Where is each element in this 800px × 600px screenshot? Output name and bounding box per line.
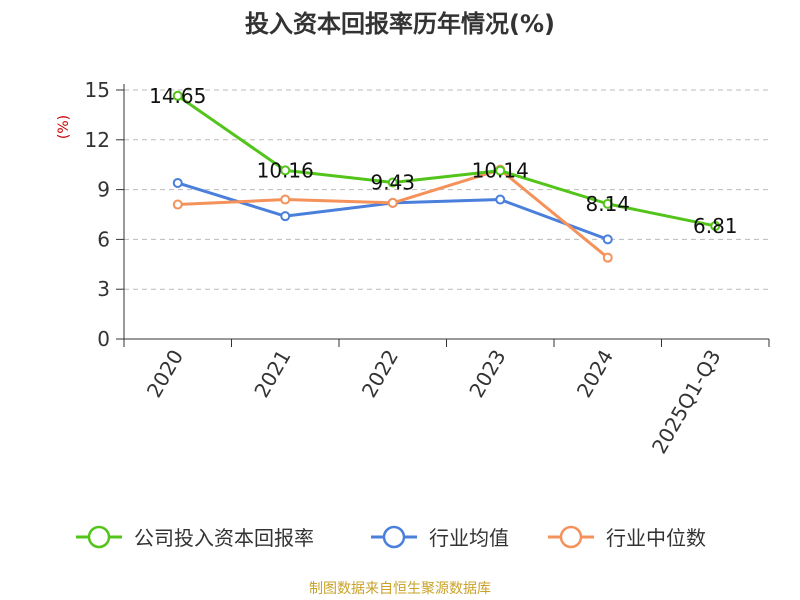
data-label: 10.16: [257, 158, 314, 182]
data-point: [495, 165, 506, 176]
data-labels: 14.65 10.16 9.43 10.14 8.14 6.81: [149, 84, 737, 238]
data-point: [602, 198, 613, 209]
legend-marker-icon: [87, 525, 111, 549]
y-tick-label: 6: [97, 227, 110, 251]
x-tick-label: 2023: [464, 346, 510, 402]
data-point: [280, 211, 291, 222]
legend-marker-icon: [559, 525, 583, 549]
data-label: 6.81: [693, 214, 738, 238]
y-axis-unit: (%): [56, 115, 72, 139]
x-tick-label: 2021: [249, 346, 295, 402]
data-label: 9.43: [370, 170, 415, 194]
data-point: [602, 252, 613, 263]
data-point: [172, 177, 183, 188]
source-note: 制图数据来自恒生聚源数据库: [309, 581, 491, 597]
y-tick-label: 15: [85, 78, 110, 102]
y-tick-label: 12: [85, 128, 110, 152]
chart-title: 投入资本回报率历年情况(%): [245, 10, 555, 38]
data-point: [172, 90, 183, 101]
data-label: 8.14: [585, 192, 630, 216]
legend: 公司投入资本回报率 行业均值 行业中位数: [76, 525, 706, 550]
data-point: [710, 220, 721, 231]
grid-lines: [124, 89, 769, 290]
legend-marker-icon: [382, 525, 406, 549]
legend-label: 行业均值: [429, 526, 509, 550]
x-tick-label: 2020: [142, 346, 188, 402]
legend-label: 公司投入资本回报率: [134, 526, 314, 550]
data-point: [495, 194, 506, 205]
data-point: [602, 234, 613, 245]
legend-label: 行业中位数: [606, 526, 706, 550]
data-point: [387, 177, 398, 188]
y-tick-label: 0: [97, 327, 110, 351]
x-tick-label: 2025Q1-Q3: [647, 346, 726, 458]
x-tick-label: 2024: [572, 346, 618, 402]
data-point: [280, 194, 291, 205]
x-tick-label: 2022: [357, 346, 403, 402]
y-tick-label: 9: [97, 178, 110, 202]
series-line: [176, 94, 716, 228]
y-tick-label: 3: [97, 277, 110, 301]
data-point: [280, 165, 291, 176]
data-point: [172, 199, 183, 210]
data-label: 14.65: [149, 84, 206, 108]
data-label: 10.14: [472, 159, 529, 183]
axes: 0 3 6 9 12 15 (%) 2020 2021 2022 2023 2024 2025Q1-Q3: [56, 78, 770, 458]
data-point: [387, 197, 398, 208]
series-lines: [172, 90, 721, 263]
